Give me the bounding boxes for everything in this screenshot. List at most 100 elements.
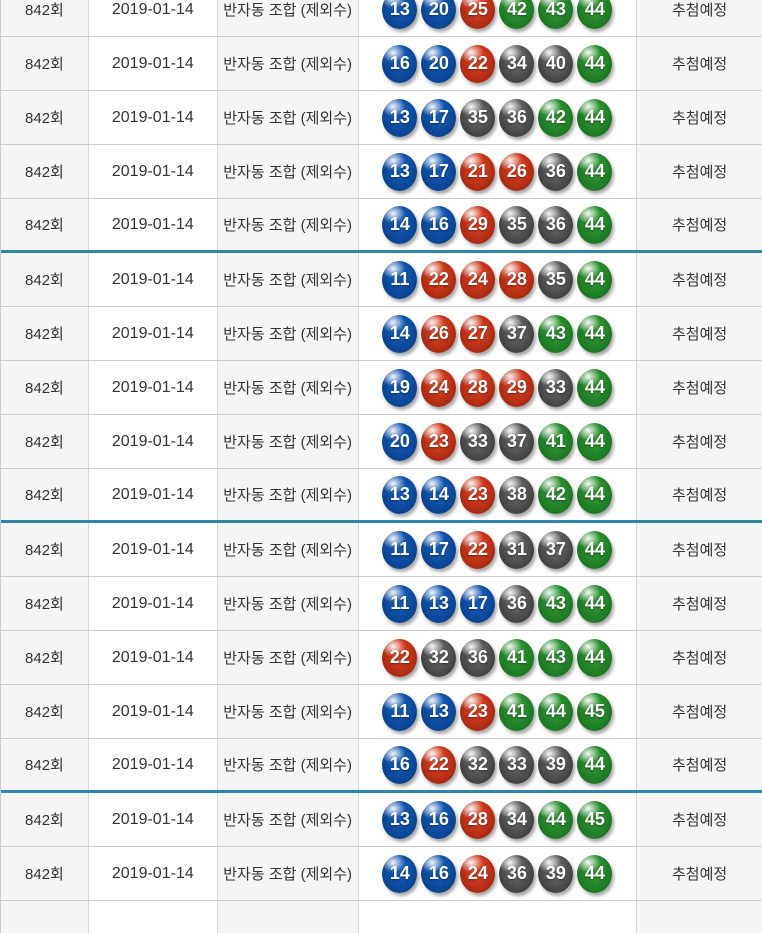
lotto-ball: 24 xyxy=(460,260,496,299)
table-row: 842회 2019-01-14 반자동 조합 (제외수) 14 16 29 35 36 4… xyxy=(1,199,762,253)
lotto-ball: 44 xyxy=(577,745,613,784)
lotto-ball: 31 xyxy=(499,530,535,569)
balls-cell: 13 14 23 38 42 44 xyxy=(358,469,638,520)
lotto-ball: 20 xyxy=(421,44,457,83)
lotto-ball: 44 xyxy=(577,314,613,353)
lotto-ball: 11 xyxy=(382,584,418,623)
lotto-ball: 23 xyxy=(460,692,496,731)
lotto-ball: 37 xyxy=(538,530,574,569)
lotto-ball: 45 xyxy=(577,692,613,731)
lotto-ball: 43 xyxy=(538,638,574,677)
status-cell: 추첨예정 xyxy=(637,145,762,198)
lotto-ball: 11 xyxy=(382,260,418,299)
balls-cell: 16 20 22 34 40 44 xyxy=(358,37,638,90)
status-cell: 추첨예정 xyxy=(637,307,762,360)
lotto-ball: 44 xyxy=(577,584,613,623)
lotto-ball: 39 xyxy=(538,745,574,784)
lotto-ball: 13 xyxy=(382,800,418,839)
lotto-ball: 17 xyxy=(460,584,496,623)
date-cell: 2019-01-14 xyxy=(88,415,218,468)
lotto-ball: 41 xyxy=(538,422,574,461)
type-cell: 반자동 조합 (제외수) xyxy=(217,145,359,198)
date-cell: 2019-01-14 xyxy=(88,0,218,36)
lotto-ball: 41 xyxy=(499,638,535,677)
type-cell: 반자동 조합 (제외수) xyxy=(217,685,359,738)
balls-cell: 13 17 21 26 36 44 xyxy=(358,145,638,198)
lotto-ball: 28 xyxy=(460,800,496,839)
balls-cell: 16 22 32 33 39 44 xyxy=(358,739,638,790)
lotto-ball: 45 xyxy=(577,800,613,839)
lotto-ball: 28 xyxy=(499,260,535,299)
status-cell: 추첨예정 xyxy=(637,37,762,90)
lotto-ball: 37 xyxy=(499,422,535,461)
round-cell: 842회 xyxy=(1,415,89,468)
lotto-ball: 36 xyxy=(538,152,574,191)
type-cell: 반자동 조합 (제외수) xyxy=(217,469,359,520)
lotto-ball: 44 xyxy=(577,368,613,407)
table-row: 842회 2019-01-14 반자동 조합 (제외수) 13 17 35 36 42 4… xyxy=(1,91,762,145)
lotto-ball: 23 xyxy=(421,422,457,461)
lotto-ball: 44 xyxy=(577,422,613,461)
lotto-ball: 44 xyxy=(577,44,613,83)
table-row: 842회 2019-01-14 반자동 조합 (제외수) 11 17 22 31 37 4… xyxy=(1,523,762,577)
date-cell: 2019-01-14 xyxy=(88,631,218,684)
round-cell: 842회 xyxy=(1,0,89,36)
lotto-ball: 29 xyxy=(460,205,496,244)
lotto-ball: 34 xyxy=(499,44,535,83)
lotto-ball: 44 xyxy=(577,475,613,514)
type-cell xyxy=(217,901,359,933)
type-cell: 반자동 조합 (제외수) xyxy=(217,199,359,250)
lotto-ball: 25 xyxy=(460,0,496,29)
type-cell: 반자동 조합 (제외수) xyxy=(217,415,359,468)
lotto-ball: 43 xyxy=(538,584,574,623)
status-cell: 추첨예정 xyxy=(637,793,762,846)
type-cell: 반자동 조합 (제외수) xyxy=(217,253,359,306)
status-cell: 추첨예정 xyxy=(637,469,762,520)
round-cell: 842회 xyxy=(1,361,89,414)
lotto-ball: 35 xyxy=(499,205,535,244)
lotto-ball: 22 xyxy=(421,260,457,299)
table-row: 842회 2019-01-14 반자동 조합 (제외수) 11 22 24 28 35 4… xyxy=(1,253,762,307)
lotto-ball: 22 xyxy=(460,530,496,569)
date-cell: 2019-01-14 xyxy=(88,361,218,414)
lotto-ball: 13 xyxy=(382,475,418,514)
round-cell: 842회 xyxy=(1,91,89,144)
type-cell: 반자동 조합 (제외수) xyxy=(217,631,359,684)
lotto-ball: 33 xyxy=(499,745,535,784)
table-row: 842회 2019-01-14 반자동 조합 (제외수) 20 23 33 37 41 4… xyxy=(1,415,762,469)
lotto-ball: 44 xyxy=(538,692,574,731)
status-cell: 추첨예정 xyxy=(637,91,762,144)
lotto-ball: 16 xyxy=(382,44,418,83)
lotto-ball: 21 xyxy=(460,152,496,191)
date-cell: 2019-01-14 xyxy=(88,91,218,144)
date-cell: 2019-01-14 xyxy=(88,253,218,306)
lotto-ball: 42 xyxy=(538,475,574,514)
lotto-ball: 17 xyxy=(421,530,457,569)
balls-cell: 20 23 33 37 41 44 xyxy=(358,415,638,468)
lotto-ball: 32 xyxy=(460,745,496,784)
type-cell: 반자동 조합 (제외수) xyxy=(217,793,359,846)
lotto-ball: 44 xyxy=(538,800,574,839)
lotto-ball: 37 xyxy=(499,314,535,353)
lotto-ball: 16 xyxy=(421,854,457,893)
lotto-ball: 17 xyxy=(421,152,457,191)
balls-cell: 11 22 24 28 35 44 xyxy=(358,253,638,306)
lotto-ball: 38 xyxy=(499,475,535,514)
round-cell: 842회 xyxy=(1,145,89,198)
lotto-ball: 44 xyxy=(577,638,613,677)
round-cell: 842회 xyxy=(1,739,89,790)
date-cell: 2019-01-14 xyxy=(88,685,218,738)
lotto-ball: 24 xyxy=(421,368,457,407)
lotto-ball: 44 xyxy=(577,0,613,29)
lotto-ball: 14 xyxy=(421,475,457,514)
lotto-ball: 22 xyxy=(460,44,496,83)
date-cell: 2019-01-14 xyxy=(88,469,218,520)
lotto-ball: 13 xyxy=(382,98,418,137)
type-cell: 반자동 조합 (제외수) xyxy=(217,523,359,576)
balls-cell: 19 24 28 29 33 44 xyxy=(358,361,638,414)
date-cell: 2019-01-14 xyxy=(88,199,218,250)
lotto-ball: 44 xyxy=(577,152,613,191)
table-row: 842회 2019-01-14 반자동 조합 (제외수) 11 13 23 41 44 4… xyxy=(1,685,762,739)
lotto-ball: 43 xyxy=(538,314,574,353)
